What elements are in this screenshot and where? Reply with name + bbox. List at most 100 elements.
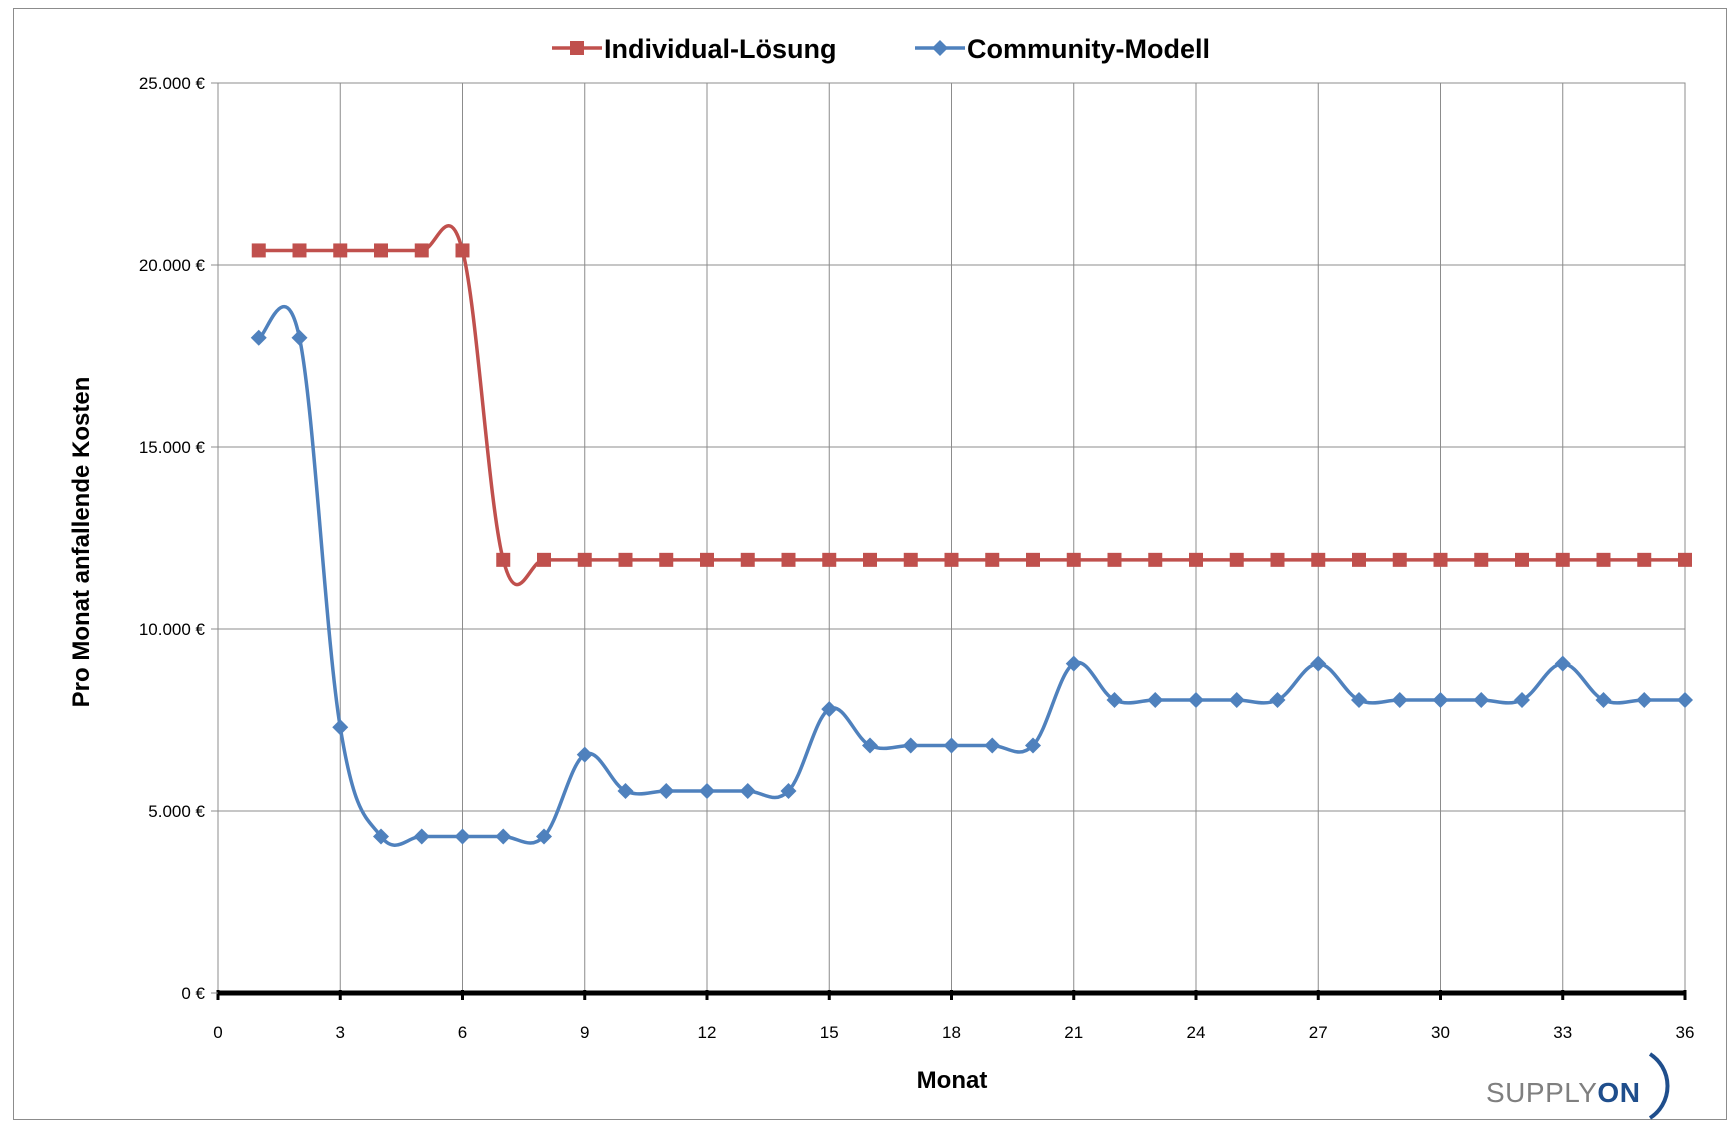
data-point-community	[1351, 691, 1367, 708]
data-point-community	[1391, 691, 1408, 708]
data-point-community	[1554, 655, 1571, 672]
data-point-individual	[1555, 552, 1570, 567]
data-point-community	[862, 737, 878, 754]
data-point-individual	[740, 552, 755, 567]
data-point-community	[1595, 691, 1612, 708]
legend-marker	[932, 40, 948, 56]
data-point-individual	[1637, 552, 1652, 567]
data-point-community	[821, 701, 838, 718]
logo-text-supply: SUPPLY	[1486, 1077, 1597, 1108]
data-point-individual	[618, 552, 633, 567]
x-tick-label: 0	[213, 1023, 222, 1042]
x-tick-label: 21	[1064, 1023, 1083, 1042]
data-point-community	[1269, 691, 1286, 708]
y-tick-label: 0 €	[181, 984, 205, 1003]
legend-item-individual: Individual-Lösung	[552, 34, 836, 64]
series-individual	[251, 223, 1692, 587]
y-tick-label: 10.000 €	[139, 620, 206, 639]
data-point-community	[291, 329, 308, 346]
data-point-individual	[1229, 552, 1244, 567]
data-point-individual	[1270, 552, 1285, 567]
legend-marker	[570, 41, 584, 55]
logo-arc-icon	[1648, 1052, 1670, 1120]
data-point-community	[1147, 691, 1164, 708]
data-point-community	[1188, 691, 1204, 708]
x-tick-label: 3	[336, 1023, 345, 1042]
legend-label: Community-Modell	[967, 34, 1210, 64]
y-tick-labels: 0 € 5.000 € 10.000 € 15.000 € 20.000 € 25.000…	[139, 74, 206, 1003]
data-point-community	[373, 828, 389, 845]
data-point-community	[739, 782, 756, 799]
legend-label: Individual-Lösung	[604, 34, 836, 64]
x-tick-label: 27	[1309, 1023, 1328, 1042]
data-point-individual	[1433, 552, 1448, 567]
data-point-individual	[577, 552, 592, 567]
data-point-community	[617, 782, 634, 799]
data-point-community	[1514, 691, 1530, 708]
x-tick-label: 24	[1187, 1023, 1206, 1042]
x-axis-title: Monat	[917, 1067, 988, 1094]
data-point-individual	[822, 552, 837, 567]
x-tick-labels: 0 3 6 9 12 15 18 21 24 27 30 33 36	[213, 1023, 1694, 1042]
x-tick-label: 6	[458, 1023, 467, 1042]
data-point-community	[1636, 691, 1653, 708]
data-point-individual	[251, 243, 266, 258]
data-point-individual	[455, 243, 470, 258]
data-point-individual	[496, 552, 511, 567]
series-community	[250, 305, 1693, 847]
data-point-individual	[1066, 552, 1081, 567]
series-line-community	[257, 305, 1685, 847]
data-point-community	[1432, 691, 1449, 708]
data-point-individual	[1596, 552, 1611, 567]
data-point-community	[576, 746, 593, 763]
data-point-community	[1677, 691, 1693, 708]
x-tick-label: 15	[820, 1023, 839, 1042]
data-point-individual	[1311, 552, 1326, 567]
data-point-community	[495, 828, 512, 845]
legend: Individual-Lösung Community-Modell	[552, 34, 1210, 64]
data-point-community	[1106, 691, 1123, 708]
data-point-individual	[292, 243, 307, 258]
data-point-community	[413, 828, 430, 845]
data-point-individual	[903, 552, 918, 567]
data-point-community	[454, 828, 471, 845]
x-tick-label: 30	[1431, 1023, 1450, 1042]
data-point-community	[250, 329, 267, 346]
y-tick-label: 20.000 €	[139, 256, 206, 275]
x-tick-label: 36	[1676, 1023, 1695, 1042]
supplyon-logo: SUPPLYON	[1486, 1052, 1670, 1120]
x-tick-label: 33	[1553, 1023, 1572, 1042]
x-tick-label: 9	[580, 1023, 589, 1042]
data-point-individual	[1189, 552, 1203, 567]
data-point-individual	[414, 243, 429, 258]
data-point-individual	[1148, 552, 1163, 567]
data-point-individual	[1107, 552, 1122, 567]
data-point-community	[1065, 655, 1082, 672]
data-point-community	[1025, 737, 1041, 754]
data-point-community	[984, 737, 1001, 754]
grid	[211, 82, 1687, 1000]
data-point-individual	[781, 552, 796, 567]
data-point-community	[1228, 691, 1245, 708]
data-point-community	[536, 828, 552, 845]
plot-area	[250, 223, 1693, 847]
data-point-community	[699, 782, 715, 799]
data-point-community	[943, 737, 960, 754]
data-point-community	[780, 782, 797, 799]
data-point-individual	[700, 552, 714, 567]
data-point-individual	[1026, 552, 1040, 567]
x-tick-label: 18	[942, 1023, 961, 1042]
data-point-individual	[374, 243, 388, 258]
y-tick-label: 15.000 €	[139, 438, 206, 457]
data-point-individual	[863, 552, 877, 567]
data-point-individual	[537, 552, 551, 567]
data-point-individual	[985, 552, 1000, 567]
legend-item-community: Community-Modell	[915, 34, 1210, 64]
data-point-individual	[1352, 552, 1366, 567]
data-point-community	[1473, 691, 1490, 708]
data-point-individual	[333, 243, 348, 258]
data-point-individual	[1515, 552, 1529, 567]
data-point-community	[332, 719, 349, 736]
data-point-individual	[1474, 552, 1489, 567]
